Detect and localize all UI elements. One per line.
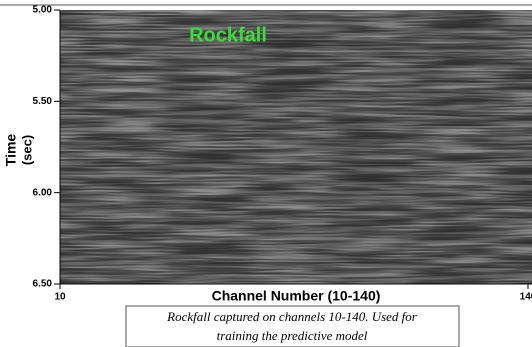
plot-image xyxy=(60,10,532,287)
y-axis-label: Time (sec) xyxy=(3,134,35,167)
y-axis-label-line: (sec) xyxy=(19,135,34,165)
y-tick-label: 6.50 xyxy=(33,279,53,290)
y-axis-label-line: Time xyxy=(3,134,19,167)
x-axis-label: Channel Number (10-140) xyxy=(212,288,381,304)
y-tick-label: 6.00 xyxy=(33,187,53,198)
caption-line: Rockfall captured on channels 10-140. Us… xyxy=(166,309,418,324)
x-tick-label: 140 xyxy=(520,292,532,303)
chart: Rockfall Channel Number (10-140) Time (s… xyxy=(0,0,532,347)
annotation: Rockfall xyxy=(189,24,267,46)
page: Rockfall Channel Number (10-140) Time (s… xyxy=(0,0,532,347)
y-tick-label: 5.00 xyxy=(33,5,53,16)
x-tick-label: 10 xyxy=(54,292,66,303)
caption-line: training the predictive model xyxy=(217,328,368,343)
y-tick-label: 5.50 xyxy=(33,96,53,107)
